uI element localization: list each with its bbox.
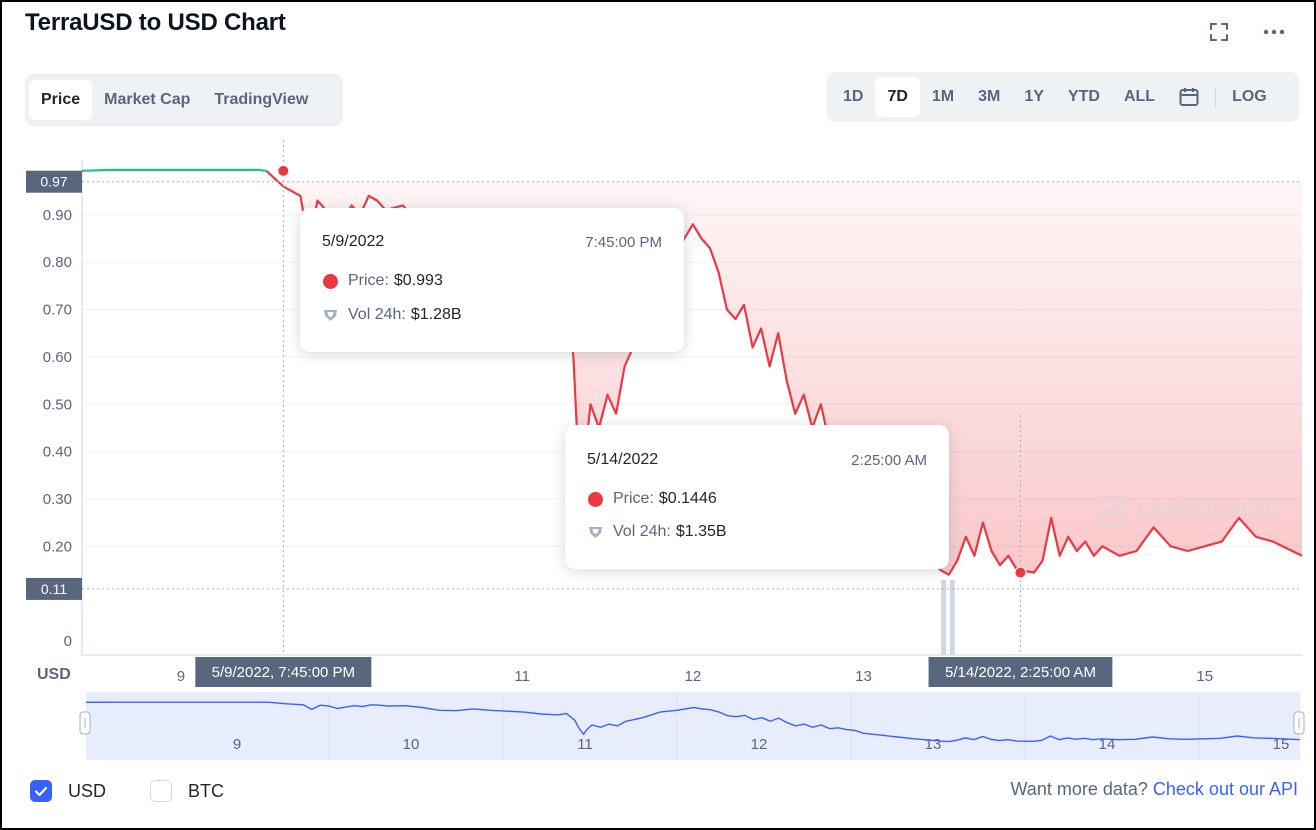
tooltip-price-label: Price: [613, 490, 654, 507]
btc-checkbox[interactable] [150, 780, 172, 802]
tooltip-volume-value: $1.28B [410, 306, 462, 323]
volume-icon [588, 525, 603, 540]
btc-label: BTC [188, 781, 224, 801]
tooltip-date: 5/9/2022 [322, 233, 385, 250]
tooltip-time: 7:45:00 PM [585, 234, 662, 251]
chart-type-tabs: Price Market Cap TradingView [25, 74, 343, 126]
watermark: CoinMarketCap [1095, 494, 1276, 528]
range-all[interactable]: ALL [1123, 88, 1156, 105]
api-link[interactable]: Check out our API [1152, 779, 1298, 799]
range-1d[interactable]: 1D [843, 88, 864, 105]
range-ytd[interactable]: YTD [1067, 88, 1100, 105]
range-divider [1215, 87, 1217, 107]
tab-price[interactable]: Price [29, 80, 93, 120]
price-dot-icon [588, 491, 603, 507]
usd-checkbox[interactable] [30, 780, 52, 802]
tooltip-price-row: Price: $0.993 [323, 272, 443, 290]
tooltip-second: 5/14/2022 2:25:00 AM Price: $0.1446 Vol … [565, 425, 949, 569]
watermark-text: CoinMarketCap [1137, 500, 1277, 521]
tooltip-time: 2:25:00 AM [851, 452, 927, 469]
tab-tradingview[interactable]: TradingView [214, 91, 309, 108]
range-3m[interactable]: 3M [978, 88, 1001, 105]
coinmarketcap-logo-icon [1096, 495, 1128, 527]
tooltip-volume-label: Vol 24h: [348, 306, 406, 323]
api-promo: Want more data? Check out our API [1010, 779, 1298, 800]
tooltip-first: 5/9/2022 7:45:00 PM Price: $0.993 Vol 24… [300, 208, 684, 352]
expand-icon[interactable] [1206, 20, 1232, 44]
usd-label: USD [68, 781, 107, 801]
page-title: TerraUSD to USD Chart [25, 9, 286, 36]
tab-market-cap[interactable]: Market Cap [104, 91, 191, 108]
more-dots-icon[interactable] [1261, 20, 1287, 44]
time-range-selector: 1D 7D 1M 3M 1Y YTD ALL LOG [827, 72, 1299, 122]
volume-icon [323, 308, 338, 323]
calendar-icon[interactable] [1167, 77, 1211, 117]
tooltip-date: 5/14/2022 [587, 451, 659, 468]
range-1m[interactable]: 1M [931, 88, 955, 105]
tooltip-price-value: $0.1446 [658, 490, 717, 507]
check-icon [34, 786, 48, 797]
tooltip-volume-row: Vol 24h: $1.28B [323, 306, 462, 324]
tooltip-volume-value: $1.35B [675, 523, 727, 540]
api-text: Want more data? [1010, 779, 1148, 799]
log-toggle[interactable]: LOG [1232, 88, 1267, 105]
range-1y[interactable]: 1Y [1024, 88, 1044, 105]
tooltip-volume-label: Vol 24h: [613, 523, 671, 540]
tooltip-price-row: Price: $0.1446 [588, 490, 717, 508]
tooltip-volume-row: Vol 24h: $1.35B [588, 523, 727, 541]
price-dot-icon [323, 273, 338, 289]
range-7d[interactable]: 7D [875, 77, 920, 117]
tooltip-price-label: Price: [348, 272, 389, 289]
tooltip-price-value: $0.993 [393, 272, 443, 289]
